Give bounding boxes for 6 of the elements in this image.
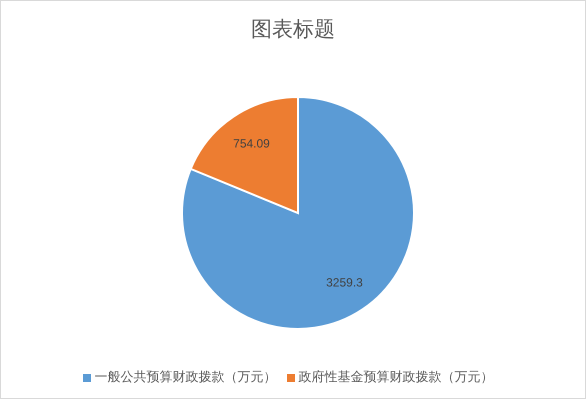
chart-title: 图表标题 <box>250 17 336 43</box>
legend-label: 一般公共预算财政拨款（万元） <box>94 369 276 384</box>
legend-label: 政府性基金预算财政拨款（万元） <box>298 369 494 384</box>
pie-slice <box>181 96 415 330</box>
data-label: 754.09 <box>233 136 270 151</box>
data-label: 3259.3 <box>326 275 364 290</box>
